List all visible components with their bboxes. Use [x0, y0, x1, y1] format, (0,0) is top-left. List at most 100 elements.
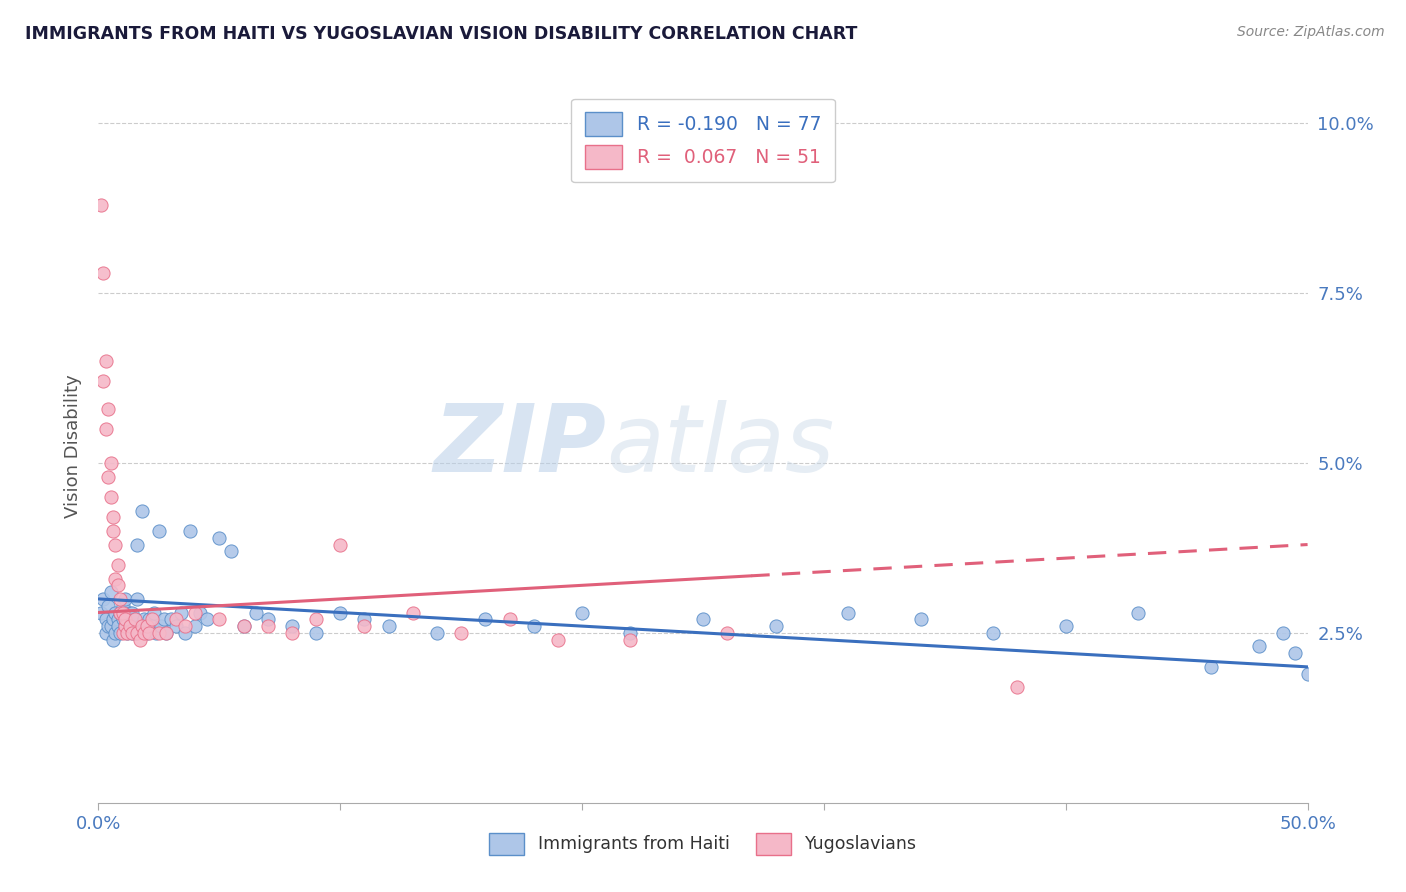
Point: [121, 626, 143, 640]
Point: [1296, 666, 1319, 681]
Point: [114, 612, 136, 626]
Point: [329, 537, 352, 551]
Point: [101, 632, 124, 647]
Point: [101, 612, 124, 626]
Point: [498, 612, 520, 626]
Point: [97, 619, 120, 633]
Point: [108, 606, 131, 620]
Point: [1007, 680, 1029, 694]
Point: [377, 619, 399, 633]
Point: [165, 619, 187, 633]
Point: [135, 626, 157, 640]
Point: [143, 606, 166, 620]
Point: [134, 626, 156, 640]
Point: [107, 578, 129, 592]
Point: [1272, 626, 1295, 640]
Point: [91, 591, 114, 606]
Point: [94, 626, 117, 640]
Point: [127, 626, 149, 640]
Point: [160, 612, 183, 626]
Point: [232, 619, 254, 633]
Point: [281, 626, 304, 640]
Point: [155, 626, 177, 640]
Point: [114, 591, 136, 606]
Point: [127, 591, 149, 606]
Point: [141, 619, 163, 633]
Point: [523, 619, 546, 633]
Point: [118, 606, 141, 620]
Point: [91, 266, 114, 280]
Text: ZIP: ZIP: [433, 400, 606, 492]
Point: [547, 632, 569, 647]
Point: [100, 456, 122, 470]
Point: [131, 503, 153, 517]
Point: [128, 619, 150, 633]
Point: [117, 612, 139, 626]
Point: [104, 626, 127, 640]
Point: [148, 524, 170, 538]
Point: [118, 619, 141, 633]
Point: [1284, 646, 1306, 660]
Point: [117, 626, 139, 640]
Point: [118, 619, 141, 633]
Point: [111, 599, 134, 613]
Point: [94, 354, 117, 368]
Point: [245, 606, 267, 620]
Point: [169, 606, 191, 620]
Point: [91, 375, 114, 389]
Point: [474, 612, 496, 626]
Point: [837, 606, 859, 620]
Point: [195, 612, 218, 626]
Point: [145, 626, 167, 640]
Point: [94, 422, 117, 436]
Point: [305, 626, 328, 640]
Point: [184, 606, 207, 620]
Point: [117, 626, 139, 640]
Point: [134, 612, 156, 626]
Point: [1054, 619, 1077, 633]
Point: [124, 612, 146, 626]
Point: [1128, 606, 1150, 620]
Point: [426, 626, 449, 640]
Point: [281, 619, 304, 633]
Point: [692, 612, 714, 626]
Point: [90, 606, 112, 620]
Point: [101, 510, 124, 524]
Point: [981, 626, 1004, 640]
Text: Source: ZipAtlas.com: Source: ZipAtlas.com: [1237, 25, 1385, 39]
Point: [150, 619, 173, 633]
Point: [135, 619, 157, 633]
Point: [100, 585, 122, 599]
Point: [619, 632, 641, 647]
Point: [174, 619, 197, 633]
Point: [329, 606, 352, 620]
Point: [208, 531, 231, 545]
Point: [138, 626, 160, 640]
Point: [111, 626, 134, 640]
Point: [141, 612, 163, 626]
Point: [121, 626, 143, 640]
Point: [765, 619, 787, 633]
Point: [152, 612, 174, 626]
Point: [716, 626, 738, 640]
Point: [305, 612, 328, 626]
Point: [108, 591, 131, 606]
Point: [402, 606, 425, 620]
Point: [121, 606, 143, 620]
Point: [114, 619, 136, 633]
Point: [114, 619, 136, 633]
Point: [104, 572, 127, 586]
Text: IMMIGRANTS FROM HAITI VS YUGOSLAVIAN VISION DISABILITY CORRELATION CHART: IMMIGRANTS FROM HAITI VS YUGOSLAVIAN VIS…: [25, 25, 858, 43]
Point: [101, 524, 124, 538]
Point: [108, 606, 131, 620]
Point: [104, 606, 127, 620]
Point: [184, 619, 207, 633]
Point: [97, 599, 120, 613]
Point: [155, 626, 177, 640]
Point: [208, 612, 231, 626]
Point: [174, 626, 197, 640]
Point: [107, 612, 129, 626]
Point: [128, 632, 150, 647]
Point: [100, 619, 122, 633]
Point: [90, 198, 112, 212]
